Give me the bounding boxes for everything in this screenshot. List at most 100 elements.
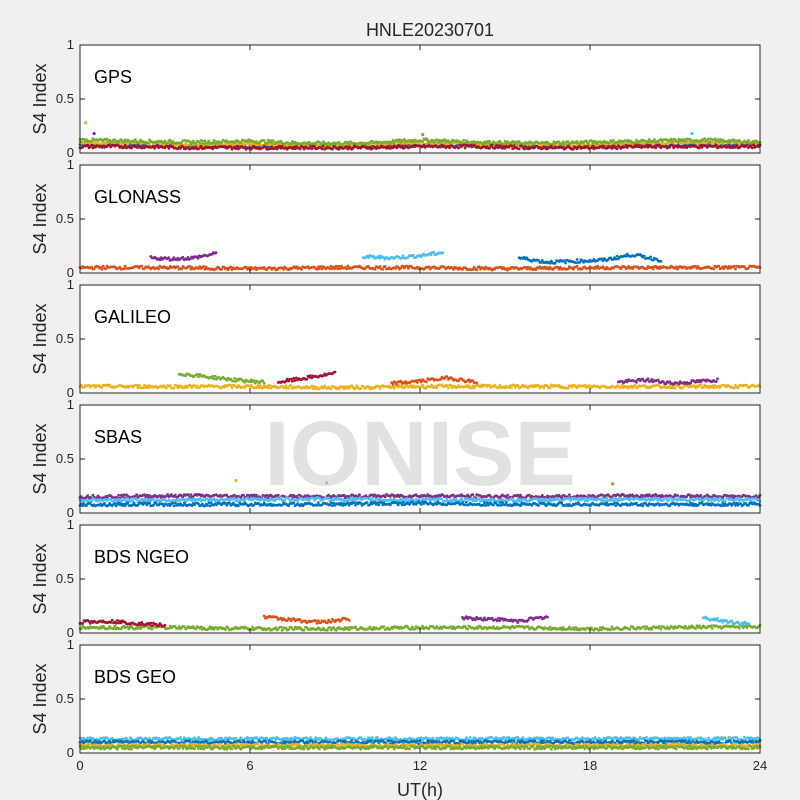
data-point (400, 256, 404, 260)
data-point (206, 504, 209, 507)
data-point (604, 499, 607, 502)
data-point (123, 264, 127, 268)
data-point (188, 265, 191, 268)
data-point (104, 267, 108, 271)
data-point (333, 370, 337, 374)
data-point (659, 138, 663, 141)
outlier-point (92, 131, 96, 136)
data-point (596, 264, 600, 268)
data-point (425, 380, 428, 384)
data-point (540, 147, 544, 151)
data-point (647, 138, 651, 141)
data-point (432, 250, 436, 254)
data-point (712, 267, 715, 271)
data-point (747, 266, 750, 270)
data-point (583, 383, 587, 387)
series-3 (361, 250, 445, 261)
data-point (289, 142, 293, 145)
data-point (561, 140, 565, 144)
data-point (122, 141, 126, 144)
plot-area (80, 45, 760, 153)
data-point (140, 264, 144, 268)
data-point (167, 147, 171, 150)
data-point (141, 386, 145, 390)
data-point (575, 258, 579, 261)
data-point (595, 266, 598, 270)
data-point (452, 268, 455, 271)
data-point (392, 387, 396, 390)
data-point (377, 254, 381, 258)
data-point (732, 264, 736, 268)
panel-label: GLONASS (94, 187, 181, 207)
data-point (194, 142, 198, 145)
data-point (436, 140, 440, 144)
data-point (92, 384, 96, 387)
data-point (512, 383, 516, 387)
y-tick-label: 1 (67, 37, 74, 52)
data-point (172, 386, 176, 390)
data-point (373, 267, 377, 271)
data-point (683, 140, 687, 143)
data-point (437, 138, 441, 142)
data-point (262, 381, 266, 385)
data-point (230, 386, 234, 390)
series-4 (78, 143, 762, 151)
data-point (710, 384, 714, 388)
data-point (258, 384, 262, 387)
data-point (203, 267, 207, 271)
data-point (672, 146, 676, 150)
data-point (199, 144, 203, 148)
data-point (155, 143, 159, 147)
data-point (301, 145, 305, 149)
data-point (689, 381, 692, 385)
data-point (113, 501, 117, 505)
data-point (752, 143, 755, 147)
data-point (448, 146, 451, 150)
data-point (383, 265, 387, 268)
data-point (714, 380, 718, 383)
data-point (435, 138, 439, 142)
data-point (171, 258, 175, 262)
data-point (338, 267, 342, 271)
data-point (726, 141, 730, 144)
data-point (220, 267, 224, 271)
data-point (540, 259, 544, 262)
data-point (441, 251, 445, 255)
data-point (239, 141, 243, 145)
data-point (566, 140, 570, 144)
data-point (117, 493, 120, 497)
data-point (189, 493, 193, 496)
data-point (208, 504, 212, 508)
data-point (591, 144, 594, 148)
data-point (310, 384, 314, 388)
data-point (105, 137, 109, 141)
data-point (101, 264, 105, 268)
data-point (716, 138, 719, 142)
data-point (676, 498, 679, 502)
data-point (649, 255, 652, 259)
data-point (574, 261, 578, 264)
data-point (578, 145, 582, 148)
data-point (146, 141, 150, 145)
data-point (329, 264, 333, 268)
data-point (611, 496, 615, 500)
data-point (490, 143, 494, 147)
data-point (166, 141, 170, 145)
data-point (462, 138, 466, 142)
data-point (307, 140, 311, 144)
series-4 (517, 252, 663, 265)
data-point (653, 138, 656, 142)
data-point (537, 383, 540, 387)
data-point (692, 384, 696, 388)
data-point (750, 146, 754, 150)
data-point (429, 253, 433, 257)
data-point (475, 381, 479, 385)
data-point (443, 138, 446, 142)
data-point (341, 385, 345, 389)
data-point (354, 386, 357, 390)
data-point (122, 493, 126, 497)
data-point (503, 146, 507, 150)
data-point (342, 387, 346, 391)
